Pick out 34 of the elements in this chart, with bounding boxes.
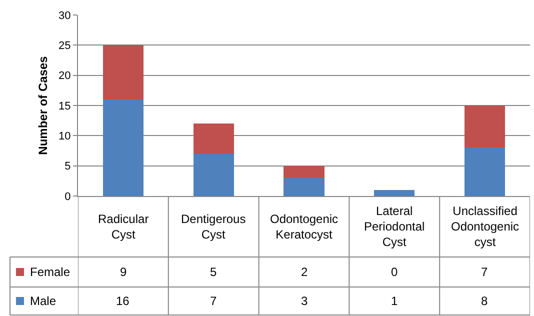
data-label: 16: [116, 294, 130, 308]
y-tick-label: 15: [58, 100, 71, 112]
bar: [464, 148, 506, 196]
x-tick-label: Unclassified Odontogenic cyst: [451, 204, 520, 250]
bar: [193, 124, 234, 154]
y-tick-label: 25: [58, 40, 71, 52]
y-tick-label: 5: [64, 160, 71, 173]
y-tick-label: 0: [64, 190, 71, 203]
data-label: 2: [301, 265, 308, 279]
legend-label: Male: [30, 294, 56, 308]
data-label: 8: [481, 294, 488, 308]
data-label: 9: [120, 265, 127, 279]
data-label: 7: [210, 294, 217, 308]
data-label: 5: [210, 265, 217, 279]
data-label: 7: [481, 265, 488, 279]
bar: [374, 190, 415, 196]
data-label: 1: [391, 294, 398, 308]
bar: [464, 106, 506, 148]
legend-label: Female: [30, 265, 70, 279]
x-tick-label: Radicular Cyst: [98, 212, 149, 242]
bar: [102, 99, 144, 196]
y-axis-title: Number of Cases: [36, 56, 50, 155]
bar: [284, 166, 324, 178]
x-tick-label: Lateral Periodontal Cyst: [364, 204, 425, 250]
data-label: 3: [301, 294, 308, 308]
bar: [284, 178, 324, 196]
y-tick-label: 30: [58, 10, 71, 22]
y-tick-label: 20: [58, 70, 71, 82]
data-label: 0: [391, 265, 398, 279]
y-tick-label: 10: [58, 130, 71, 143]
x-tick-label: Odontogenic Keratocyst: [270, 212, 338, 242]
bar: [193, 154, 234, 196]
x-tick-label: Dentigerous Cyst: [181, 212, 246, 242]
bar: [102, 45, 144, 100]
